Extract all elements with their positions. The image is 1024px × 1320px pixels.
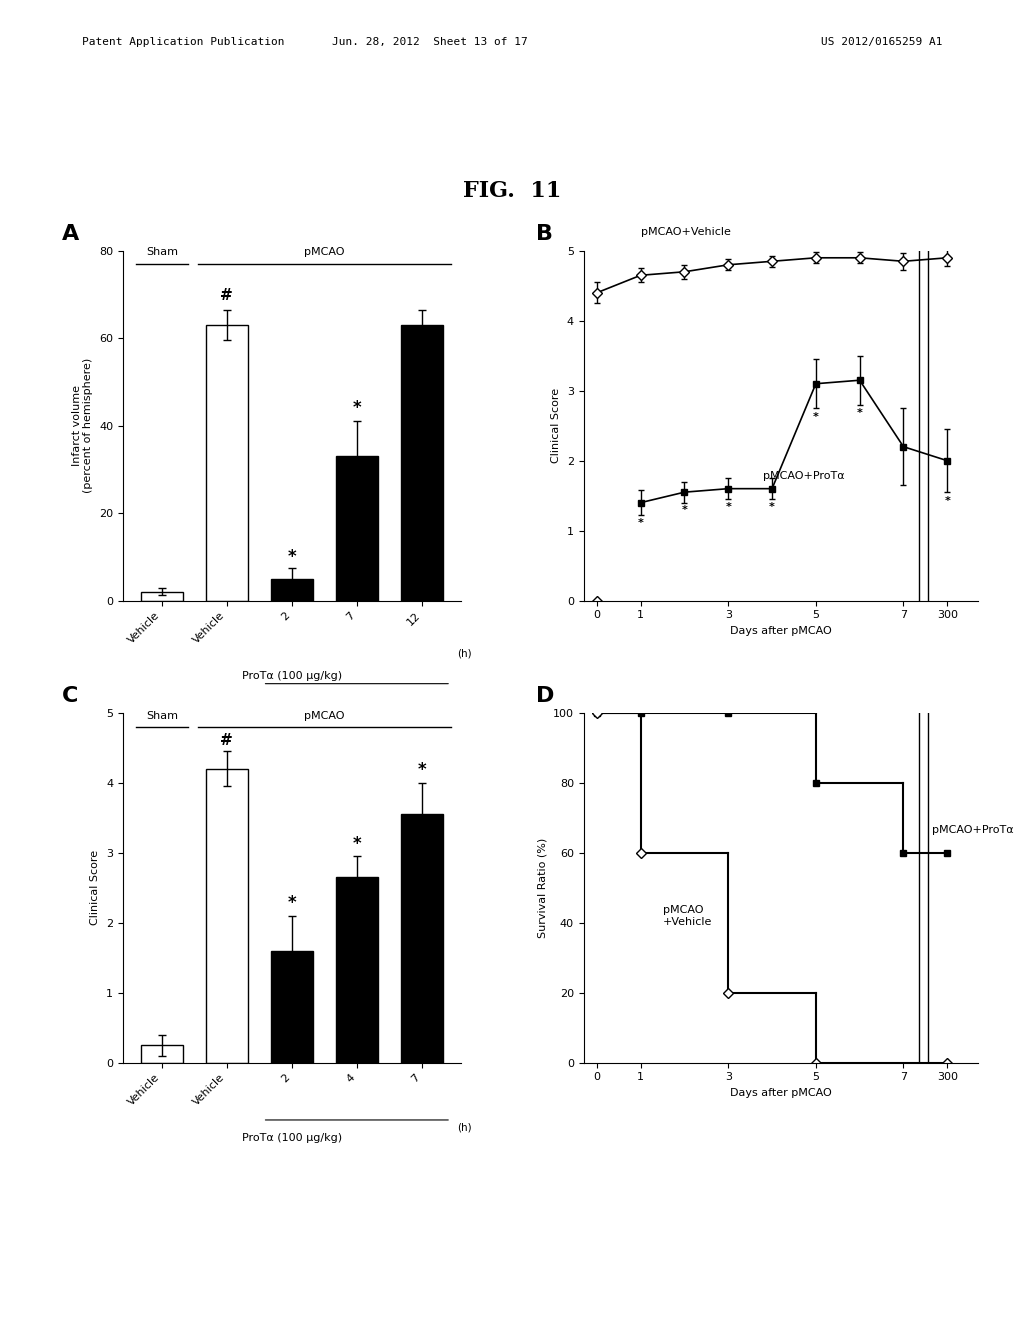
Text: *: * — [769, 502, 775, 512]
Text: A: A — [62, 224, 79, 244]
Text: #: # — [220, 288, 233, 304]
Text: *: * — [944, 495, 950, 506]
Text: FIG.  11: FIG. 11 — [463, 181, 561, 202]
X-axis label: ProTα (100 μg/kg): ProTα (100 μg/kg) — [242, 671, 342, 681]
Text: *: * — [352, 834, 361, 853]
Text: *: * — [857, 408, 862, 417]
Text: (h): (h) — [458, 648, 472, 659]
Bar — [270, 950, 313, 1063]
Bar — [400, 325, 443, 601]
Text: pMCAO+Vehicle: pMCAO+Vehicle — [641, 227, 730, 236]
Text: *: * — [682, 506, 687, 515]
Bar — [206, 325, 248, 601]
Text: pMCAO+ProTα: pMCAO+ProTα — [932, 825, 1014, 836]
Y-axis label: Survival Ratio (%): Survival Ratio (%) — [538, 838, 548, 937]
X-axis label: ProTα (100 μg/kg): ProTα (100 μg/kg) — [242, 1133, 342, 1143]
Text: Jun. 28, 2012  Sheet 13 of 17: Jun. 28, 2012 Sheet 13 of 17 — [332, 37, 528, 48]
Text: pMCAO+ProTα: pMCAO+ProTα — [763, 471, 845, 482]
Text: Sham: Sham — [145, 247, 178, 257]
Text: *: * — [725, 502, 731, 512]
Bar — [270, 578, 313, 601]
Bar — [140, 591, 183, 601]
X-axis label: Days after pMCAO: Days after pMCAO — [730, 626, 831, 636]
Bar — [336, 457, 378, 601]
Y-axis label: Clinical Score: Clinical Score — [551, 388, 561, 463]
Text: B: B — [537, 224, 553, 244]
Bar — [206, 768, 248, 1063]
Text: *: * — [352, 399, 361, 417]
Text: US 2012/0165259 A1: US 2012/0165259 A1 — [820, 37, 942, 48]
Text: pMCAO: pMCAO — [304, 247, 345, 257]
Text: pMCAO
+Vehicle: pMCAO +Vehicle — [663, 906, 712, 927]
Text: *: * — [288, 894, 296, 912]
Text: *: * — [288, 548, 296, 565]
X-axis label: Days after pMCAO: Days after pMCAO — [730, 1088, 831, 1098]
Text: *: * — [418, 762, 426, 779]
Text: D: D — [537, 686, 555, 706]
Text: pMCAO: pMCAO — [304, 711, 345, 721]
Y-axis label: Clinical Score: Clinical Score — [90, 850, 100, 925]
Text: (h): (h) — [458, 1122, 472, 1133]
Text: *: * — [638, 517, 643, 528]
Text: *: * — [813, 412, 819, 421]
Y-axis label: Infarct volume
(percent of hemisphere): Infarct volume (percent of hemisphere) — [72, 358, 93, 494]
Text: Sham: Sham — [145, 711, 178, 721]
Text: Patent Application Publication: Patent Application Publication — [82, 37, 285, 48]
Text: C: C — [62, 686, 79, 706]
Bar — [336, 878, 378, 1063]
Text: #: # — [220, 733, 233, 747]
Bar — [400, 814, 443, 1063]
Bar — [140, 1045, 183, 1063]
